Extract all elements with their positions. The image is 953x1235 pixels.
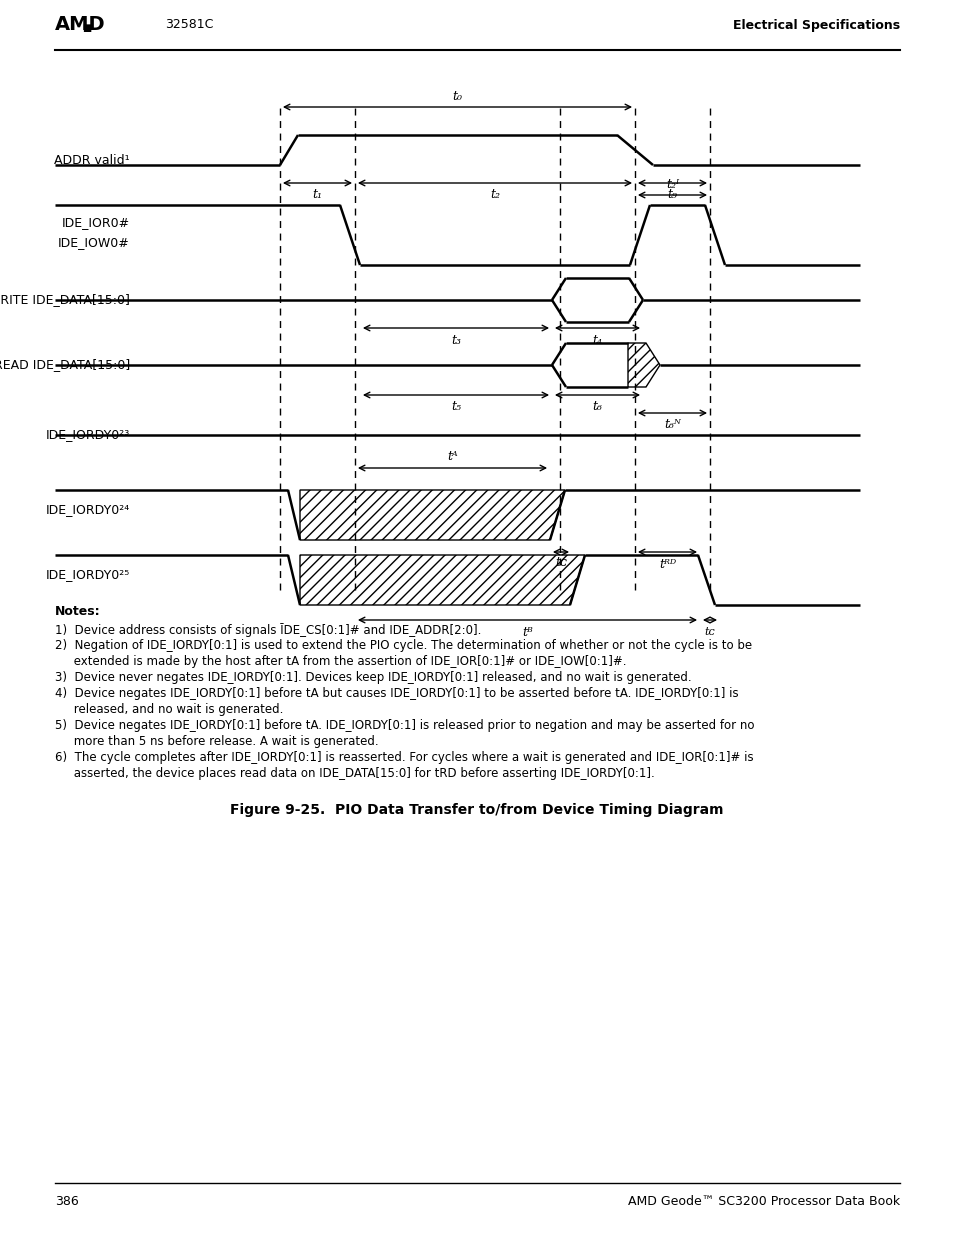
Text: t₅: t₅ bbox=[451, 400, 460, 414]
Text: t₆: t₆ bbox=[592, 400, 602, 414]
Text: t₃: t₃ bbox=[451, 333, 460, 347]
Text: ADDR valid¹: ADDR valid¹ bbox=[54, 153, 130, 167]
Text: more than 5 ns before release. A wait is generated.: more than 5 ns before release. A wait is… bbox=[55, 735, 378, 748]
Text: IDE_IORDY0²⁴: IDE_IORDY0²⁴ bbox=[46, 504, 130, 516]
Text: 32581C: 32581C bbox=[165, 19, 213, 32]
Text: Notes:: Notes: bbox=[55, 605, 100, 618]
Text: IDE_IORDY0²³: IDE_IORDY0²³ bbox=[46, 429, 130, 441]
Text: READ IDE_DATA[15:0]: READ IDE_DATA[15:0] bbox=[0, 358, 130, 372]
Text: tᴿᴰ: tᴿᴰ bbox=[659, 557, 676, 571]
Text: 3)  Device never negates IDE_IORDY[0:1]. Devices keep IDE_IORDY[0:1] released, a: 3) Device never negates IDE_IORDY[0:1]. … bbox=[55, 671, 691, 684]
Text: AMD Geode™ SC3200 Processor Data Book: AMD Geode™ SC3200 Processor Data Book bbox=[627, 1195, 899, 1208]
Text: t₁: t₁ bbox=[313, 189, 322, 201]
Text: 6)  The cycle completes after IDE_IORDY[0:1] is reasserted. For cycles where a w: 6) The cycle completes after IDE_IORDY[0… bbox=[55, 751, 753, 764]
Text: IDE_IORDY0²⁵: IDE_IORDY0²⁵ bbox=[46, 568, 130, 582]
Text: released, and no wait is generated.: released, and no wait is generated. bbox=[55, 703, 283, 716]
Text: Electrical Specifications: Electrical Specifications bbox=[732, 19, 899, 32]
Text: extended is made by the host after tA from the assertion of IDE_IOR[0:1]# or IDE: extended is made by the host after tA fr… bbox=[55, 655, 626, 668]
Text: tᴮ: tᴮ bbox=[521, 625, 533, 638]
Text: IDE_IOR0#: IDE_IOR0# bbox=[62, 216, 130, 230]
Text: IDE_IOW0#: IDE_IOW0# bbox=[58, 236, 130, 249]
Text: 386: 386 bbox=[55, 1195, 79, 1208]
Polygon shape bbox=[627, 343, 659, 387]
Text: t₀: t₀ bbox=[452, 90, 462, 104]
Text: AMD: AMD bbox=[55, 16, 106, 35]
Text: tᴬ: tᴬ bbox=[447, 450, 457, 462]
Text: t₆ᴺ: t₆ᴺ bbox=[663, 419, 680, 431]
Text: ■: ■ bbox=[82, 23, 91, 33]
Text: tᴄ: tᴄ bbox=[555, 556, 566, 568]
Text: tᴄ: tᴄ bbox=[704, 627, 715, 637]
Text: 5)  Device negates IDE_IORDY[0:1] before tA. IDE_IORDY[0:1] is released prior to: 5) Device negates IDE_IORDY[0:1] before … bbox=[55, 719, 754, 732]
Text: WRITE IDE_DATA[15:0]: WRITE IDE_DATA[15:0] bbox=[0, 294, 130, 306]
Text: asserted, the device places read data on IDE_DATA[15:0] for tRD before asserting: asserted, the device places read data on… bbox=[55, 767, 654, 781]
Polygon shape bbox=[299, 555, 584, 605]
Text: 2)  Negation of IDE_IORDY[0:1] is used to extend the PIO cycle. The determinatio: 2) Negation of IDE_IORDY[0:1] is used to… bbox=[55, 638, 751, 652]
Text: 4)  Device negates IDE_IORDY[0:1] before tA but causes IDE_IORDY[0:1] to be asse: 4) Device negates IDE_IORDY[0:1] before … bbox=[55, 687, 738, 700]
Text: Figure 9-25.  PIO Data Transfer to/from Device Timing Diagram: Figure 9-25. PIO Data Transfer to/from D… bbox=[230, 803, 723, 818]
Text: 1)  Device address consists of signals ĪDE_CS[0:1]# and IDE_ADDR[2:0].: 1) Device address consists of signals ĪD… bbox=[55, 622, 481, 637]
Text: t₄: t₄ bbox=[592, 333, 602, 347]
Text: t₂: t₂ bbox=[490, 189, 499, 201]
Text: t₂ᴵ: t₂ᴵ bbox=[665, 179, 679, 191]
Text: t₉: t₉ bbox=[667, 189, 677, 201]
Polygon shape bbox=[299, 490, 564, 540]
